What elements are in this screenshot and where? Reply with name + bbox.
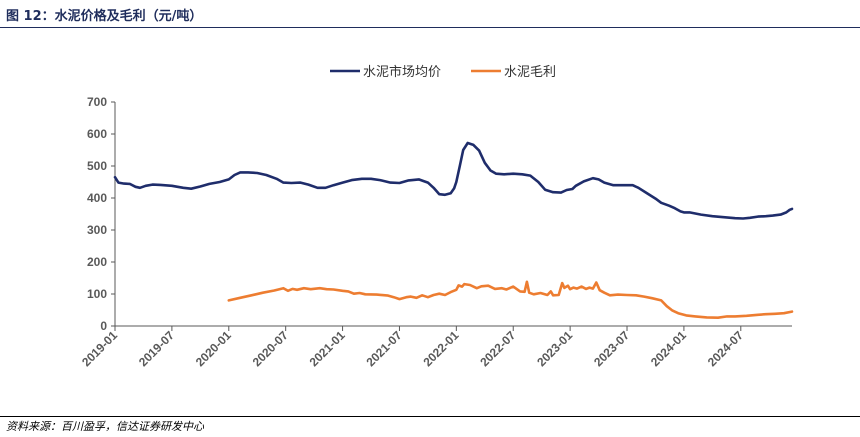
x-tick-label: 2021-01 [307, 328, 348, 369]
x-tick-label: 2022-01 [420, 328, 461, 369]
y-tick-label: 0 [100, 319, 107, 333]
x-tick-label: 2021-07 [364, 328, 405, 369]
y-tick-label: 600 [87, 127, 107, 141]
source-note: 资料来源：百川盈孚，信达证券研发中心 [6, 420, 204, 433]
y-tick-label: 500 [87, 159, 107, 173]
chart-series [113, 141, 794, 319]
x-tick-label: 2019-07 [136, 328, 177, 369]
y-tick-label: 200 [87, 255, 107, 269]
legend-label-1: 水泥市场均价 [363, 64, 441, 80]
x-tick-label: 2020-01 [193, 328, 234, 369]
figure-title: 图 12：水泥价格及毛利（元/吨） [6, 9, 203, 24]
x-tick-label: 2023-07 [591, 328, 632, 369]
y-tick-label: 300 [87, 223, 107, 237]
x-tick-label: 2019-01 [79, 328, 120, 369]
legend-label-2: 水泥毛利 [504, 65, 556, 80]
x-tick-label: 2020-07 [250, 328, 291, 369]
x-tick-label: 2023-01 [534, 328, 575, 369]
chart-axes: 0 100 200 300 400 500 600 700 2019-01 2019-07 2020… [79, 95, 792, 369]
series-line-1 [113, 141, 794, 220]
y-tick-label: 400 [87, 191, 107, 205]
title-rule [0, 27, 860, 28]
y-tick-label: 100 [87, 287, 107, 301]
y-tick-label: 700 [87, 95, 107, 109]
source-rule [0, 416, 860, 417]
x-tick-label: 2024-07 [705, 328, 746, 369]
series-line-2 [227, 280, 794, 319]
x-tick-label: 2024-01 [648, 328, 689, 369]
line-chart: 水泥市场均价 水泥毛利 0 100 200 300 400 500 600 700 2019-01… [79, 64, 794, 369]
x-tick-label: 2022-07 [477, 328, 518, 369]
chart-legend: 水泥市场均价 水泥毛利 [330, 64, 556, 80]
